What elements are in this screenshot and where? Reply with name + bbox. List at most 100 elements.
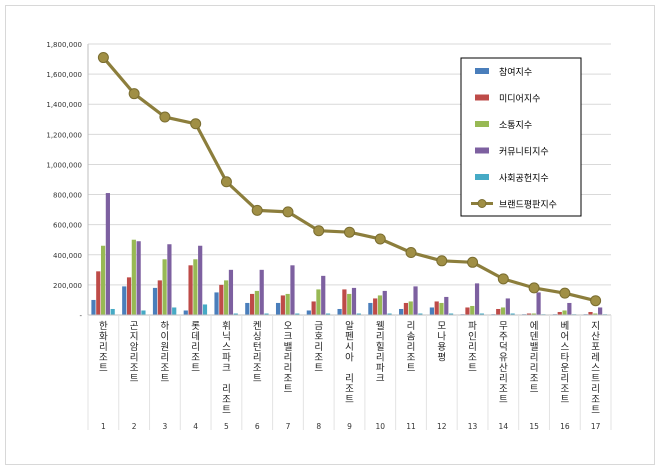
line-point: [97, 52, 109, 64]
legend-label: 미디어지수: [499, 94, 540, 105]
x-rank-label: 16: [560, 422, 570, 431]
bar: [254, 290, 260, 315]
bar: [382, 290, 387, 315]
line-point: [251, 204, 263, 216]
line-point: [220, 176, 232, 188]
bar: [224, 280, 229, 315]
bar: [567, 302, 572, 315]
bar: [122, 286, 127, 315]
legend-swatch: [475, 174, 489, 180]
x-rank-label: 3: [163, 422, 168, 431]
bar: [259, 269, 264, 315]
bar: [91, 299, 96, 315]
x-rank-label: 9: [347, 422, 352, 431]
bar: [183, 310, 188, 315]
bar: [418, 313, 423, 315]
bar: [598, 307, 603, 315]
grid-lines: [88, 43, 611, 316]
bar: [413, 286, 418, 315]
y-tick-label: 1,200,000: [46, 131, 82, 139]
bar: [167, 244, 172, 315]
x-rank-label: 15: [529, 422, 539, 431]
bar: [157, 280, 162, 315]
bar: [126, 277, 132, 315]
bar: [448, 313, 454, 315]
bar: [290, 265, 295, 315]
bar-series: [91, 193, 608, 315]
bar: [202, 304, 208, 315]
bar: [233, 313, 238, 315]
line-point: [497, 273, 509, 285]
bar: [250, 293, 255, 315]
bar: [337, 308, 342, 315]
x-rank-label: 5: [224, 422, 229, 431]
bar: [295, 313, 300, 315]
y-tick-label: 1,600,000: [46, 71, 82, 79]
line-point: [436, 255, 448, 267]
line-point: [128, 88, 140, 100]
bar: [510, 313, 515, 315]
bar: [275, 302, 281, 315]
line-point: [374, 233, 386, 245]
chart-frame: - 200,000 400,000 600,000 800,000 1,000,000 1,…: [5, 5, 655, 465]
bar: [526, 313, 532, 315]
bar: [470, 305, 475, 315]
line-point: [405, 247, 417, 259]
line-series: [97, 52, 602, 307]
bar: [110, 308, 115, 315]
bar: [479, 313, 484, 315]
bar: [321, 275, 326, 315]
y-tick-label: 1,000,000: [46, 161, 82, 169]
bar: [536, 292, 541, 315]
line-point: [590, 295, 602, 307]
x-rank-label: 8: [316, 422, 321, 431]
bar: [141, 310, 146, 315]
legend-label: 커뮤니티지수: [499, 147, 549, 158]
bar: [429, 307, 434, 315]
line-point: [528, 282, 540, 294]
bar: [245, 302, 250, 315]
bar: [188, 265, 193, 315]
bar: [403, 302, 409, 315]
bar: [444, 296, 449, 315]
bar: [214, 292, 219, 315]
bar: [162, 259, 167, 315]
line-point: [159, 111, 171, 123]
x-rank-label: 12: [437, 422, 447, 431]
x-rank-label: 4: [193, 422, 198, 431]
legend-box: [460, 57, 582, 217]
y-tick-label: 1,800,000: [46, 41, 82, 49]
bar: [557, 311, 562, 315]
bar: [408, 301, 413, 315]
bar: [325, 313, 331, 315]
x-rank-label: 17: [591, 422, 601, 431]
line-point: [344, 226, 355, 238]
legend-swatch: [475, 121, 489, 127]
y-tick-label: 200,000: [53, 282, 82, 290]
bar: [172, 307, 177, 315]
y-tick-label: 1,400,000: [46, 101, 82, 109]
y-tick-label: 400,000: [53, 252, 82, 260]
legend-swatch: [475, 94, 489, 101]
bar: [351, 287, 357, 315]
x-rank-label: 13: [468, 422, 478, 431]
legend-label: 참여지수: [499, 66, 532, 78]
x-rank-label: 6: [255, 422, 260, 431]
bar: [562, 310, 567, 315]
bar: [368, 302, 373, 315]
bar: [505, 298, 510, 315]
x-rank-label: 10: [375, 422, 385, 431]
